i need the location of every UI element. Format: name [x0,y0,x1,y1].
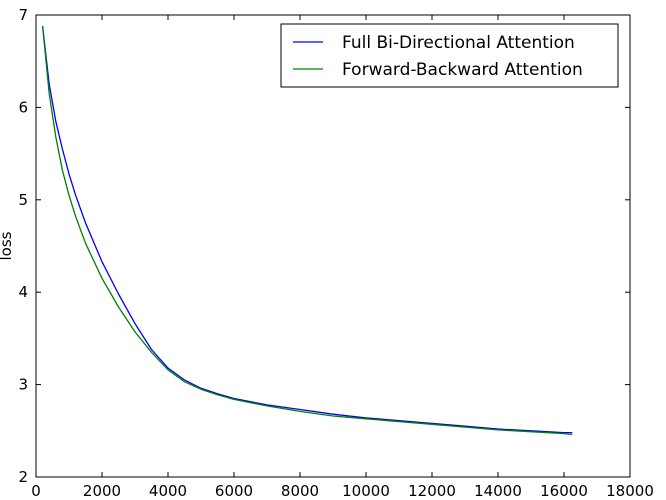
y-tick-label: 2 [18,468,28,486]
series-line-1 [41,26,573,434]
x-axis-ticks: 0 2000 4000 6000 8000 10000 12000 14000 16000 180… [31,15,654,500]
x-tick-label: 4000 [149,482,187,500]
x-tick-label: 16000 [540,482,588,500]
x-tick-label: 8000 [281,482,319,500]
series-line-2 [41,26,573,436]
x-tick-label: 12000 [408,482,456,500]
x-tick-label: 14000 [474,482,522,500]
y-tick-label: 7 [18,6,28,24]
y-axis-label: loss [0,231,15,260]
series-layer [41,26,573,436]
plot-area [36,15,630,477]
legend: Full Bi-Directional Attention Forward-Bac… [280,23,619,88]
plot-frame [35,14,631,478]
x-tick-label: 6000 [215,482,253,500]
x-tick-label: 2000 [83,482,121,500]
y-tick-label: 5 [18,191,28,209]
y-tick-label: 4 [18,283,28,301]
x-tick-label: 18000 [606,482,654,500]
legend-label-2: Forward-Backward Attention [342,60,583,80]
y-tick-label: 3 [18,376,28,394]
y-tick-label: 6 [18,98,28,116]
x-tick-label: 10000 [342,482,390,500]
x-tick-label: 0 [31,482,41,500]
legend-box [280,23,619,88]
legend-label-1: Full Bi-Directional Attention [342,33,575,53]
